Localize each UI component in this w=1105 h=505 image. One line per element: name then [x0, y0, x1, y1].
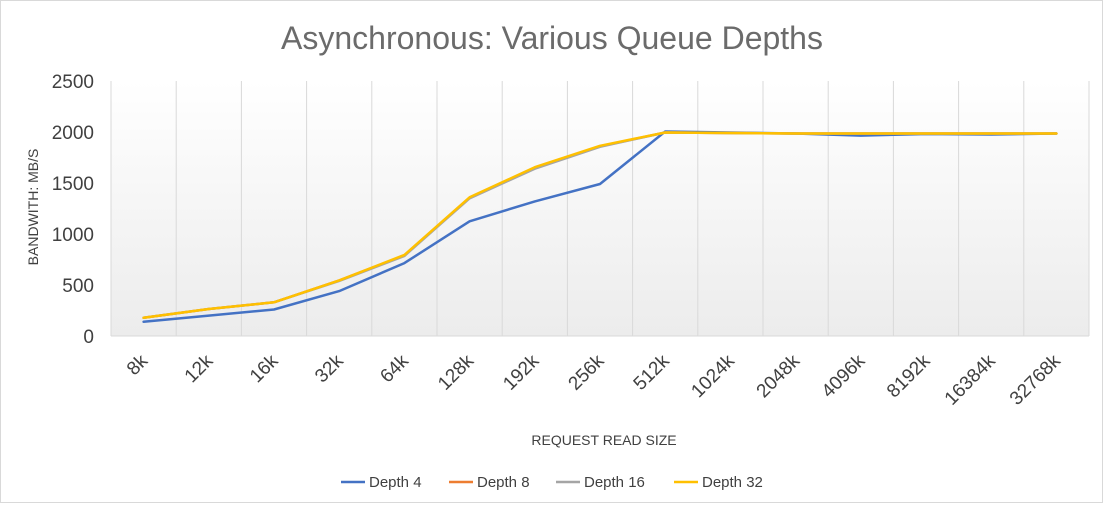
plot-area — [111, 81, 1089, 336]
x-tick-label: 12k — [181, 350, 218, 387]
x-tick-label: 8k — [123, 350, 152, 379]
x-tick-label: 16384k — [941, 350, 1000, 409]
y-tick-label: 0 — [83, 327, 94, 348]
legend-label: Depth 8 — [477, 474, 530, 491]
x-tick-label: 128k — [434, 350, 478, 394]
x-tick-label: 192k — [499, 350, 543, 394]
x-tick-label: 256k — [565, 350, 609, 394]
x-tick-label: 32k — [311, 350, 348, 387]
y-tick-label: 500 — [62, 276, 94, 297]
x-tick-label: 2048k — [753, 350, 805, 402]
legend-label: Depth 16 — [584, 474, 645, 491]
chart-title: Asynchronous: Various Queue Depths — [281, 20, 823, 56]
x-tick-label: 8192k — [883, 350, 935, 402]
x-tick-label: 1024k — [687, 350, 739, 402]
y-tick-label: 1500 — [52, 174, 94, 195]
legend-label: Depth 32 — [702, 474, 763, 491]
y-tick-label: 2000 — [52, 123, 94, 144]
x-axis-title: REQUEST READ SIZE — [531, 432, 676, 448]
x-tick-label: 4096k — [818, 350, 870, 402]
x-tick-label: 64k — [376, 350, 413, 387]
x-tick-label: 512k — [630, 350, 674, 394]
x-tick-label: 32768k — [1006, 350, 1065, 409]
legend-label: Depth 4 — [369, 474, 422, 491]
series-line-depth-32 — [142, 131, 1058, 320]
x-tick-label: 16k — [246, 350, 283, 387]
y-axis-title: BANDWITH: MB/S — [25, 149, 41, 266]
y-tick-label: 2500 — [52, 72, 94, 93]
y-tick-label: 1000 — [52, 225, 94, 246]
